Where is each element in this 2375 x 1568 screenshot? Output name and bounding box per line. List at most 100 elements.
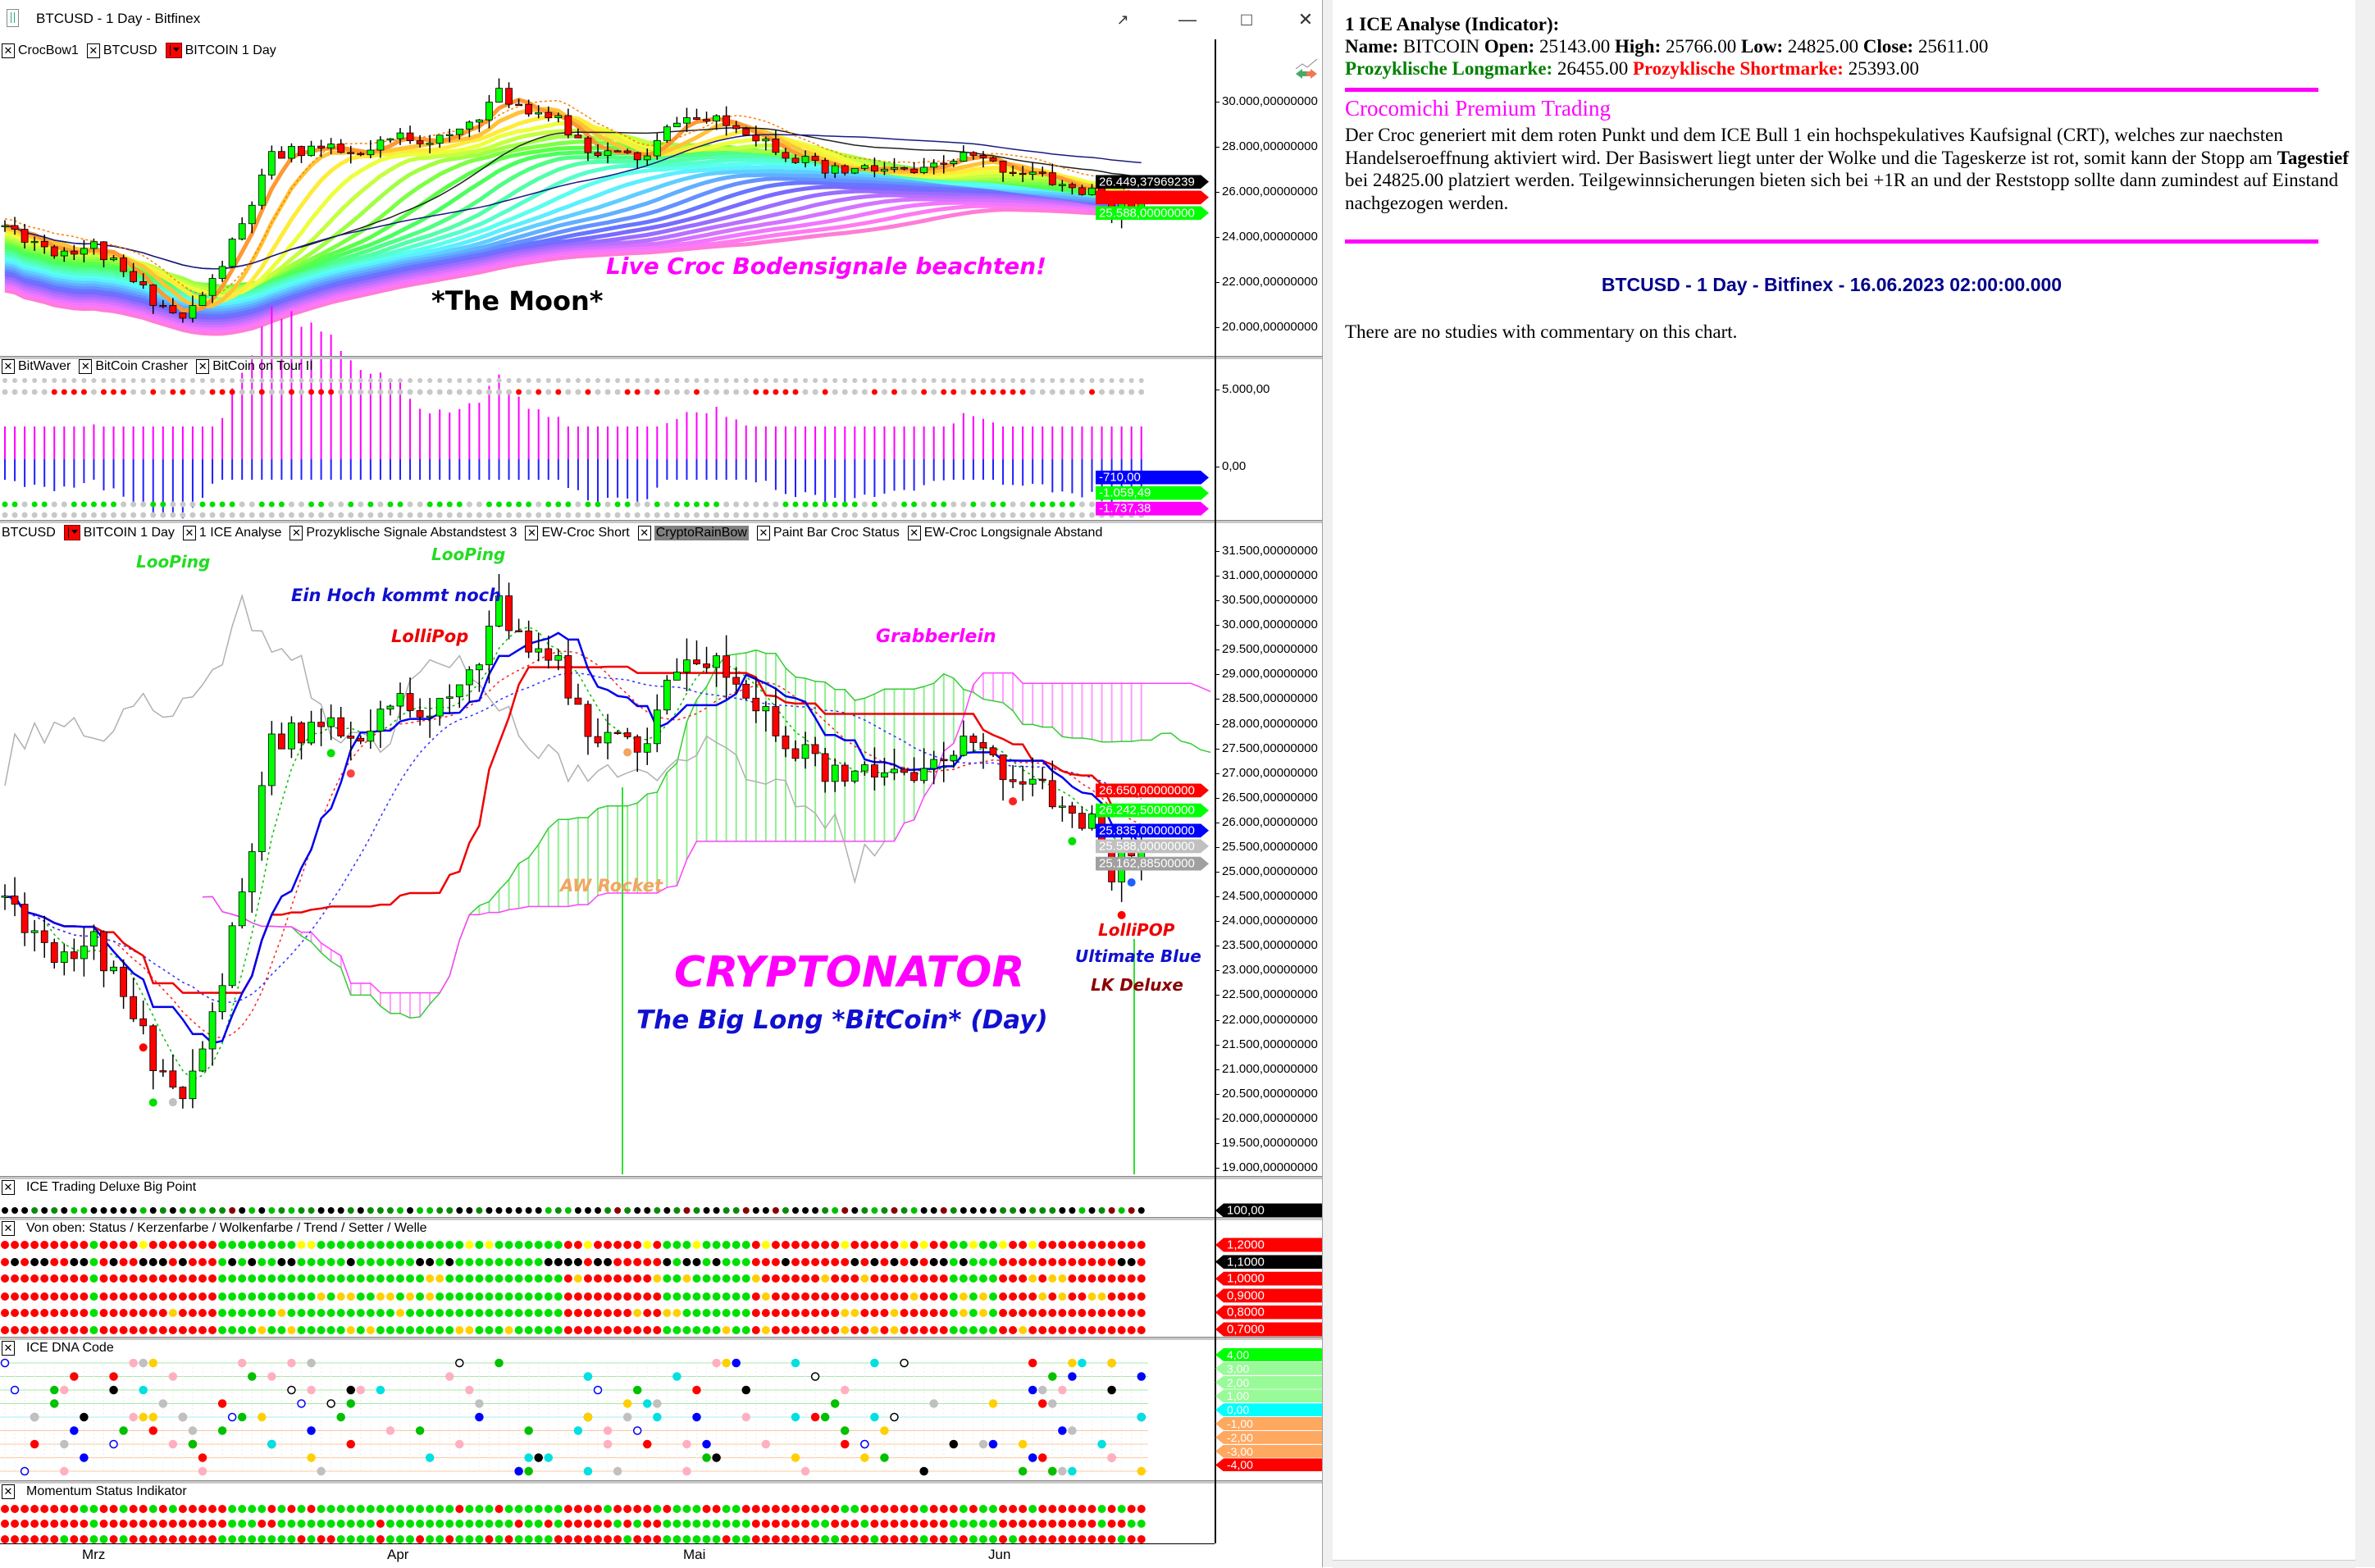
color-picker-icon[interactable] — [165, 43, 182, 58]
momentum-dot — [158, 1520, 167, 1528]
momentum-dot — [188, 1520, 197, 1528]
legend-item[interactable]: ✕ 1 ICE Analyse — [182, 525, 281, 540]
remove-study-icon[interactable]: ✕ — [2, 43, 15, 58]
oscillator-axis[interactable]: 5.000,00 0,00 — [1215, 359, 1322, 520]
dna-axis[interactable]: 4,00 3,00 2,00 1,00 0,00 -1,00 -2,00 -3,00 -4,00 — [1215, 1340, 1322, 1480]
minimize-button[interactable]: — — [1178, 9, 1197, 30]
status-dot — [722, 1241, 731, 1249]
status-dot — [929, 1309, 938, 1317]
top-price-axis[interactable]: 30.000,00000000 28.000,00000000 26.000,000… — [1215, 39, 1322, 356]
status-dot — [811, 1274, 820, 1283]
status-dot — [317, 1258, 326, 1266]
signal-dot — [575, 389, 581, 395]
status-dot — [1038, 1326, 1047, 1334]
signal-dot — [753, 389, 759, 395]
signal-dot — [328, 512, 335, 518]
status-dot — [1117, 1292, 1126, 1301]
legend-item[interactable]: ✕ Paint Bar Croc Status — [756, 525, 900, 540]
main-price-axis[interactable]: 31.500,00000000 31.000,00000000 30.500,000… — [1215, 543, 1322, 1176]
bigpoint-dot — [960, 1207, 967, 1214]
status-dot — [248, 1309, 257, 1317]
legend-item[interactable]: BTCUSD — [2, 526, 56, 540]
status-dot — [712, 1241, 721, 1249]
price-tick-label: 19.000,00000000 — [1215, 1160, 1318, 1174]
remove-study-icon[interactable]: ✕ — [2, 359, 15, 374]
remove-study-icon[interactable]: ✕ — [2, 1484, 15, 1499]
legend-item[interactable]: ✕ BitCoin on Tour II — [196, 359, 313, 374]
signal-dot — [595, 501, 601, 508]
vertical-scrollbar[interactable] — [2355, 0, 2375, 1567]
pane-separator[interactable] — [0, 1176, 1322, 1179]
signal-dot — [437, 378, 443, 383]
status-dot — [712, 1309, 721, 1317]
maximize-button[interactable]: □ — [1241, 9, 1252, 30]
legend-item[interactable]: ✕ EW-Croc Short — [525, 525, 630, 540]
status-dot — [455, 1274, 464, 1283]
remove-study-icon[interactable]: ✕ — [525, 525, 539, 540]
price-tick-label: 20.500,00000000 — [1215, 1086, 1318, 1101]
pane-separator[interactable] — [0, 1217, 1322, 1220]
legend-item[interactable]: BITCOIN 1 Day — [165, 43, 276, 58]
scroll-arrows-icon[interactable] — [1294, 57, 1319, 80]
signal-dot — [21, 501, 28, 508]
legend-item[interactable]: ✕ BitCoin Crasher — [79, 359, 188, 374]
dna-dot — [1048, 1372, 1057, 1381]
bigpoint-dot — [308, 1207, 315, 1214]
signal-dot — [42, 378, 48, 383]
remove-study-icon[interactable]: ✕ — [196, 359, 210, 374]
dna-dot — [346, 1439, 355, 1449]
pane-separator[interactable] — [0, 1480, 1322, 1484]
status-dot — [702, 1326, 711, 1334]
pane-separator[interactable] — [0, 520, 1322, 523]
candle-up — [396, 693, 404, 707]
candle-up — [455, 684, 463, 698]
dna-dot — [258, 1412, 267, 1422]
legend-item[interactable]: ✕ CrocBow1 — [2, 43, 79, 58]
remove-study-icon[interactable]: ✕ — [907, 525, 921, 540]
status-dot — [870, 1292, 879, 1301]
remove-study-icon[interactable]: ✕ — [2, 1341, 15, 1356]
close-button[interactable]: ✕ — [1297, 9, 1314, 30]
momentum-dot — [158, 1535, 167, 1543]
bigpoint-axis[interactable]: 100,00 — [1215, 1179, 1322, 1217]
status-dot — [40, 1309, 49, 1317]
legend-item[interactable]: ✕ Prozyklische Signale Abstandstest 3 — [289, 525, 517, 540]
status-dot — [1009, 1292, 1018, 1301]
legend-item[interactable]: ✕ CryptoRainBow — [637, 525, 749, 540]
remove-study-icon[interactable]: ✕ — [2, 1221, 15, 1236]
status-axis[interactable]: 1,2000 1,1000 1,0000 0,9000 0,8000 0,7000 — [1215, 1220, 1322, 1337]
remove-study-icon[interactable]: ✕ — [79, 359, 93, 374]
legend-item[interactable]: ✕ EW-Croc Longsignale Abstand — [907, 525, 1102, 540]
indicator-value-tag: -2,00 — [1215, 1430, 1322, 1444]
panel-splitter[interactable] — [1322, 0, 1333, 1567]
remove-study-icon[interactable]: ✕ — [2, 1180, 15, 1195]
candle-down — [940, 162, 948, 165]
pane-separator[interactable] — [0, 1337, 1322, 1340]
remove-study-icon[interactable]: ✕ — [86, 43, 100, 58]
pane-separator[interactable] — [0, 356, 1322, 359]
momentum-dot — [376, 1535, 385, 1543]
horizontal-scrollbar[interactable] — [1333, 1560, 2355, 1568]
remove-study-icon[interactable]: ✕ — [289, 525, 303, 540]
signal-dot — [585, 378, 590, 383]
main-price-pane — [1, 573, 1211, 1174]
bigpoint-dot — [940, 1207, 947, 1214]
status-dot — [198, 1258, 207, 1266]
legend-item[interactable]: BITCOIN 1 Day — [63, 525, 175, 540]
detach-window-icon[interactable]: ↗ — [1116, 11, 1129, 28]
candle-down — [505, 88, 513, 105]
status-dot — [860, 1292, 869, 1301]
candle-up — [455, 128, 463, 135]
legend-item[interactable]: ✕ BitWaver — [2, 359, 71, 374]
status-dot — [1137, 1326, 1146, 1334]
price-tick-label: 26.000,00000000 — [1215, 814, 1318, 829]
remove-study-icon[interactable]: ✕ — [637, 525, 651, 540]
remove-study-icon[interactable]: ✕ — [756, 525, 770, 540]
momentum-dot — [781, 1535, 790, 1543]
status-dot — [761, 1309, 770, 1317]
legend-item[interactable]: ✕ BTCUSD — [86, 43, 157, 58]
remove-study-icon[interactable]: ✕ — [182, 525, 196, 540]
signal-dot — [121, 378, 126, 383]
dna-dot — [60, 1466, 69, 1476]
color-picker-icon[interactable] — [63, 525, 80, 540]
